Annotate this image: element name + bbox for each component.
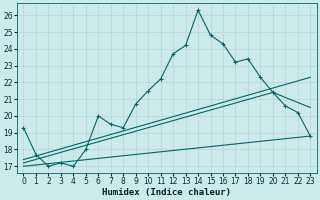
- X-axis label: Humidex (Indice chaleur): Humidex (Indice chaleur): [102, 188, 231, 197]
